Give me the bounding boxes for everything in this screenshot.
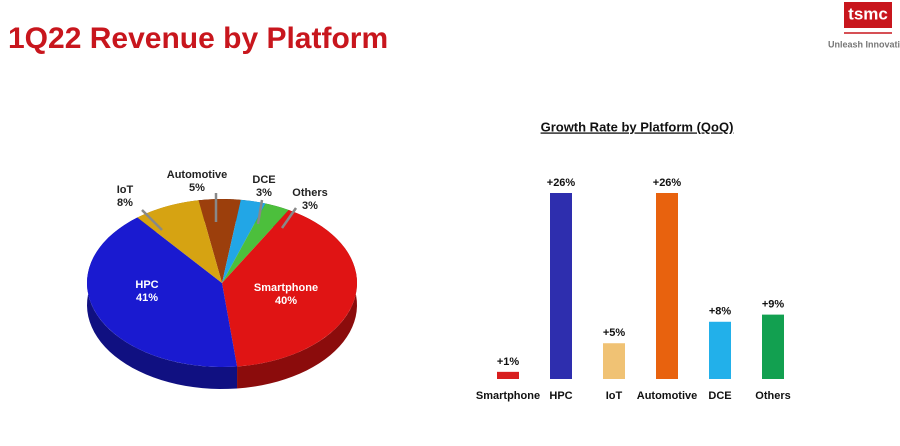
bar-value-label: +8% bbox=[709, 306, 732, 318]
pie-value-label: 5% bbox=[189, 182, 205, 194]
pie-side bbox=[237, 209, 357, 389]
pie-slice bbox=[137, 200, 222, 283]
pie-slice bbox=[222, 199, 266, 283]
bar bbox=[497, 371, 519, 379]
pie-label: DCE bbox=[252, 174, 275, 186]
pie-slice bbox=[87, 217, 238, 367]
pie-value-label: 3% bbox=[256, 187, 272, 199]
pie-side bbox=[87, 217, 238, 389]
x-tick-label: IoT bbox=[606, 390, 623, 402]
pie-label: Others bbox=[292, 187, 327, 199]
slide-title: 1Q22 Revenue by Platform bbox=[8, 22, 388, 55]
leader-line bbox=[141, 209, 163, 231]
pie-label: IoT bbox=[117, 184, 134, 196]
x-tick-label: HPC bbox=[549, 390, 572, 402]
x-tick-label: Others bbox=[755, 390, 790, 402]
logo-box bbox=[844, 2, 892, 28]
pie-slice bbox=[222, 203, 289, 283]
bar bbox=[762, 314, 784, 379]
leader-line bbox=[256, 199, 264, 225]
pie-label: HPC bbox=[135, 279, 158, 291]
bar-value-label: +9% bbox=[762, 299, 785, 311]
pie-label: Smartphone bbox=[254, 282, 318, 294]
pie-value-label: 41% bbox=[136, 292, 158, 304]
x-tick-label: DCE bbox=[708, 390, 731, 402]
pie-slice bbox=[198, 199, 241, 283]
bar-value-label: +5% bbox=[603, 327, 626, 339]
x-tick-label: Smartphone bbox=[476, 390, 540, 402]
bar bbox=[603, 343, 625, 379]
pie-value-label: 8% bbox=[117, 197, 133, 209]
pie-value-label: 40% bbox=[275, 295, 297, 307]
pie-slice bbox=[222, 209, 357, 367]
bar-value-label: +1% bbox=[497, 356, 520, 368]
tagline: Unleash Innovation bbox=[828, 39, 900, 49]
bar bbox=[550, 193, 572, 379]
bar-value-label: +26% bbox=[547, 177, 576, 189]
leader-line bbox=[280, 207, 298, 229]
bar bbox=[709, 321, 731, 379]
x-tick-label: Automotive bbox=[637, 390, 698, 402]
pie-value-label: 3% bbox=[302, 200, 318, 212]
bar-value-label: +26% bbox=[653, 177, 682, 189]
bar bbox=[656, 193, 678, 379]
bar-title: Growth Rate by Platform (QoQ) bbox=[541, 119, 734, 134]
pie-label: Automotive bbox=[167, 169, 228, 181]
logo: tsmc bbox=[848, 4, 888, 23]
